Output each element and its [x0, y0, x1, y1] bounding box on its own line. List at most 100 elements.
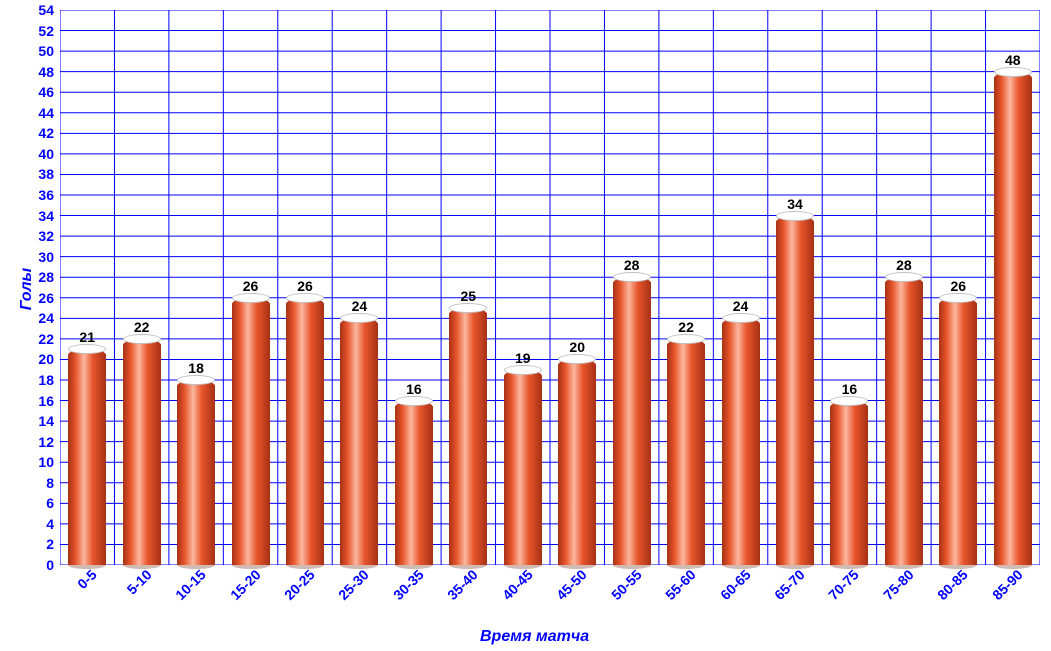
bar-value-label: 22 [134, 319, 150, 339]
bar: 21 [68, 349, 106, 565]
bar: 26 [286, 298, 324, 565]
y-tick: 12 [38, 434, 60, 450]
x-tick: 0-5 [73, 565, 100, 592]
bar-value-label: 16 [842, 381, 858, 401]
bar-body [232, 298, 270, 565]
plot-area: 212218262624162519202822243416282648 024… [60, 10, 1040, 565]
x-tick: 60-65 [715, 565, 753, 603]
bar-value-label: 22 [678, 319, 694, 339]
bar-value-label: 24 [733, 298, 749, 318]
bar-value-label: 21 [79, 329, 95, 349]
x-tick: 55-60 [661, 565, 699, 603]
x-tick: 70-75 [824, 565, 862, 603]
bar-value-label: 25 [461, 288, 477, 308]
x-tick: 10-15 [171, 565, 209, 603]
bar-body [994, 72, 1032, 565]
bar: 24 [722, 318, 760, 565]
bar-body [722, 318, 760, 565]
y-tick: 40 [38, 146, 60, 162]
x-tick: 85-90 [987, 565, 1025, 603]
y-tick: 16 [38, 393, 60, 409]
y-tick: 22 [38, 331, 60, 347]
x-tick: 45-50 [552, 565, 590, 603]
y-tick: 20 [38, 351, 60, 367]
bar: 24 [340, 318, 378, 565]
x-tick: 50-55 [606, 565, 644, 603]
bar: 28 [613, 277, 651, 565]
x-tick: 80-85 [933, 565, 971, 603]
bar-value-label: 26 [297, 278, 313, 298]
x-tick: 75-80 [879, 565, 917, 603]
bar: 26 [232, 298, 270, 565]
goals-by-time-chart: 212218262624162519202822243416282648 024… [0, 0, 1051, 651]
y-tick: 50 [38, 43, 60, 59]
bar-value-label: 26 [243, 278, 259, 298]
bar: 26 [939, 298, 977, 565]
bar-value-label: 48 [1005, 52, 1021, 72]
bar-body [449, 308, 487, 565]
bar-body [286, 298, 324, 565]
bar: 18 [177, 380, 215, 565]
bar-body [558, 359, 596, 565]
y-axis-label: Голы [18, 268, 36, 310]
y-tick: 26 [38, 290, 60, 306]
bar-body [177, 380, 215, 565]
bar-value-label: 19 [515, 350, 531, 370]
bar-body [395, 401, 433, 565]
bar: 25 [449, 308, 487, 565]
bar: 22 [667, 339, 705, 565]
y-tick: 48 [38, 64, 60, 80]
x-tick: 5-10 [122, 565, 155, 598]
y-tick: 32 [38, 228, 60, 244]
y-tick: 52 [38, 23, 60, 39]
y-tick: 38 [38, 166, 60, 182]
y-tick: 36 [38, 187, 60, 203]
y-tick: 4 [46, 516, 60, 532]
y-tick: 30 [38, 249, 60, 265]
x-axis-label: Время матча [480, 628, 589, 646]
y-tick: 0 [46, 557, 60, 573]
bar: 48 [994, 72, 1032, 565]
bar-value-label: 28 [624, 257, 640, 277]
y-tick: 10 [38, 454, 60, 470]
x-tick: 30-35 [389, 565, 427, 603]
y-tick: 24 [38, 310, 60, 326]
bar-body [340, 318, 378, 565]
bar-value-label: 16 [406, 381, 422, 401]
bar-value-label: 28 [896, 257, 912, 277]
bar-body [939, 298, 977, 565]
bar: 16 [830, 401, 868, 565]
bar-body [667, 339, 705, 565]
bar-value-label: 20 [569, 339, 585, 359]
bar-body [776, 216, 814, 565]
y-tick: 28 [38, 269, 60, 285]
bar-value-label: 26 [951, 278, 967, 298]
bar-body [123, 339, 161, 565]
x-tick: 15-20 [225, 565, 263, 603]
bar-body [885, 277, 923, 565]
y-tick: 14 [38, 413, 60, 429]
x-tick: 35-40 [443, 565, 481, 603]
y-tick: 42 [38, 125, 60, 141]
y-tick: 8 [46, 475, 60, 491]
bar-value-label: 34 [787, 196, 803, 216]
bar-value-label: 18 [188, 360, 204, 380]
y-tick: 2 [46, 536, 60, 552]
x-tick: 20-25 [280, 565, 318, 603]
bar-value-label: 24 [352, 298, 368, 318]
bar: 22 [123, 339, 161, 565]
bar: 20 [558, 359, 596, 565]
y-tick: 54 [38, 2, 60, 18]
x-tick: 40-45 [497, 565, 535, 603]
x-tick: 65-70 [770, 565, 808, 603]
bar: 16 [395, 401, 433, 565]
bar-body [504, 370, 542, 565]
y-tick: 6 [46, 495, 60, 511]
bar-body [830, 401, 868, 565]
y-tick: 44 [38, 105, 60, 121]
bar-body [68, 349, 106, 565]
y-tick: 46 [38, 84, 60, 100]
bar: 28 [885, 277, 923, 565]
bar: 34 [776, 216, 814, 565]
bar-body [613, 277, 651, 565]
